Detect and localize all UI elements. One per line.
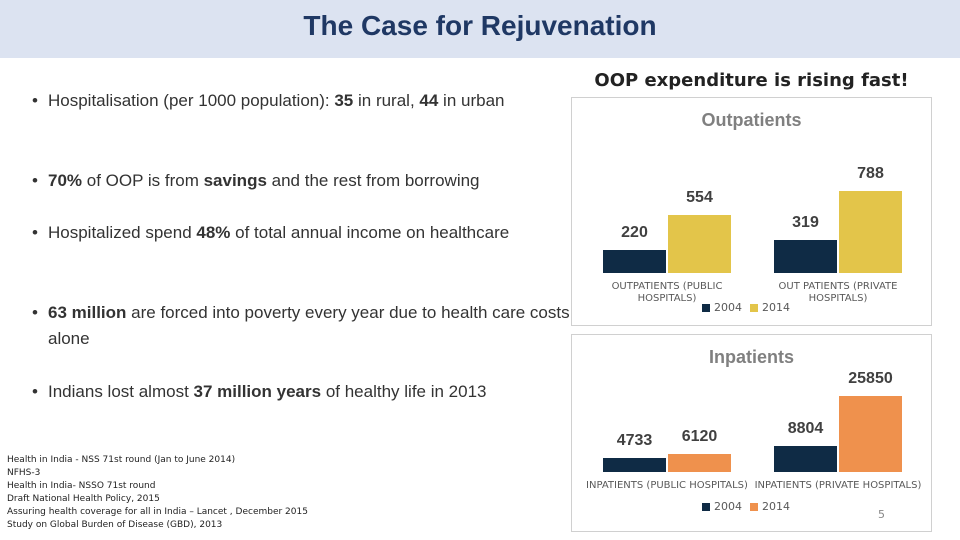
chart: Outpatients 220 554 OUTPATIENTS (PUBLIC HOS…	[571, 97, 932, 326]
bullet-text: Hospitalized spend	[48, 223, 197, 242]
data-label: 25850	[848, 370, 893, 387]
charts-heading: OOP expenditure is rising fast!	[594, 70, 909, 91]
category-label: OUT PATIENTS (PRIVATE HOSPITALS)	[778, 281, 898, 304]
bullet: Hospitalisation (per 1000 population): 3…	[32, 88, 583, 114]
bullet-text: in rural,	[353, 91, 420, 110]
page-number: 5	[878, 508, 885, 521]
bullet-text: Indians lost almost	[48, 382, 194, 401]
legend: 2004 2014	[702, 500, 790, 513]
data-label: 8804	[787, 420, 824, 438]
bullet-text: and the rest from borrowing	[266, 171, 480, 190]
bullet-text: of total annual income on healthcare	[230, 223, 510, 242]
bar	[603, 250, 666, 273]
bar	[839, 191, 902, 273]
category-label: INPATIENTS (PUBLIC HOSPITALS)	[586, 480, 748, 491]
data-label: 4733	[616, 432, 653, 450]
bullet-text: 44	[419, 91, 439, 110]
category-label: INPATIENTS (PRIVATE HOSPITALS)	[754, 480, 922, 491]
data-label: 220	[621, 224, 648, 242]
bullet-text: of healthy life in 2013	[321, 382, 487, 401]
header-band	[0, 0, 960, 58]
bullet: 70% of OOP is from savings and the rest …	[32, 168, 583, 194]
bullet-text: of OOP is from	[82, 171, 204, 190]
bar	[839, 396, 902, 472]
legend-swatch	[750, 303, 758, 312]
bar	[774, 239, 837, 273]
legend-label: 2014	[762, 500, 790, 513]
legend-swatch	[702, 303, 710, 312]
data-label: 554	[686, 189, 713, 207]
data-label: 788	[857, 165, 884, 182]
chart-title: Inpatients	[708, 347, 794, 367]
chart-title: Outpatients	[701, 110, 802, 130]
bullet-text: 37 million years	[193, 382, 322, 401]
bar	[603, 458, 666, 472]
slide-title: The Case for Rejuvenation	[303, 10, 657, 41]
legend-item: 2004	[702, 500, 742, 513]
legend-label: 2004	[714, 500, 742, 513]
reference: Draft National Health Policy, 2015	[7, 494, 160, 504]
bullet-text: are forced into poverty every year due t…	[48, 303, 570, 348]
legend-label: 2014	[762, 301, 790, 314]
bullet-text: 48%	[196, 223, 231, 242]
bar	[668, 454, 731, 472]
bullet-text: savings	[203, 171, 267, 190]
bullet-text: 35	[334, 91, 354, 110]
legend: 2004 2014	[702, 301, 790, 314]
data-label: 6120	[681, 428, 718, 445]
bar	[774, 446, 837, 472]
reference: Assuring health coverage for all in Indi…	[7, 507, 308, 517]
bullet: Indians lost almost 37 million years of …	[32, 379, 583, 405]
legend-item: 2004	[702, 301, 742, 314]
legend-item: 2014	[750, 301, 790, 314]
chart: Inpatients 4733 6120 INPATIENTS (PUBLIC HOS…	[571, 334, 932, 532]
reference: Study on Global Burden of Disease (GBD),…	[7, 520, 223, 530]
reference: Health in India- NSSO 71st round	[7, 481, 156, 491]
references: Health in India - NSS 71st round (Jan to…	[7, 454, 308, 532]
bullet-text: 63 million	[48, 303, 127, 322]
category-label: OUTPATIENTS (PUBLIC HOSPITALS)	[611, 281, 723, 304]
legend-item: 2014	[750, 500, 790, 513]
reference: Health in India - NSS 71st round (Jan to…	[7, 455, 236, 465]
bullet-text: Hospitalisation (per 1000 population):	[48, 91, 335, 110]
legend-label: 2004	[714, 301, 742, 314]
bullet: Hospitalized spend 48% of total annual i…	[32, 220, 583, 246]
data-label: 319	[792, 213, 819, 231]
bar	[668, 215, 731, 273]
reference: NFHS-3	[7, 468, 41, 478]
bullet: 63 million are forced into poverty every…	[32, 300, 583, 352]
bullet-text: 70%	[48, 171, 83, 190]
legend-swatch	[702, 502, 710, 511]
bullet-text: in urban	[438, 91, 505, 110]
legend-swatch	[750, 502, 758, 511]
